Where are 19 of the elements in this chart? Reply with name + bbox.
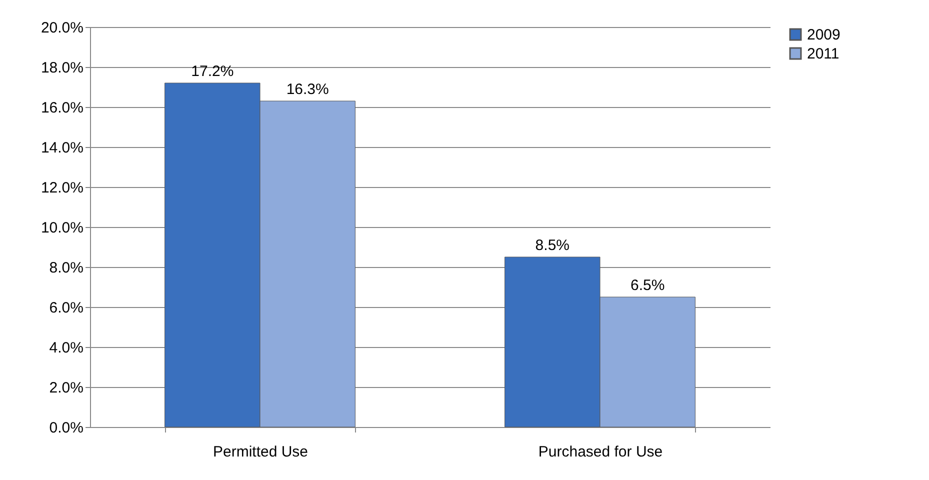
y-tick-label: 16.0% xyxy=(40,100,84,116)
data-label: 6.5% xyxy=(630,277,665,294)
y-tick-label: 14.0% xyxy=(40,140,84,156)
legend-label: 2011 xyxy=(807,46,840,62)
y-tick-label: 8.0% xyxy=(49,260,84,276)
y-tick-label: 0.0% xyxy=(49,420,84,436)
y-tick-label: 18.0% xyxy=(40,60,84,76)
y-tick-label: 12.0% xyxy=(40,180,84,196)
data-label: 8.5% xyxy=(535,237,570,254)
data-label: 17.2% xyxy=(191,63,234,80)
y-tick-label: 6.0% xyxy=(49,300,84,316)
legend-label: 2009 xyxy=(807,26,840,44)
x-tick-label: Permitted Use xyxy=(212,444,308,460)
data-label: 16.3% xyxy=(286,81,329,98)
x-tick-label: Purchased for Use xyxy=(538,444,663,460)
y-tick-label: 10.0% xyxy=(40,220,84,236)
y-tick-label: 20.0% xyxy=(40,20,84,36)
y-tick-label: 4.0% xyxy=(49,340,84,356)
y-tick-label: 2.0% xyxy=(49,380,84,396)
